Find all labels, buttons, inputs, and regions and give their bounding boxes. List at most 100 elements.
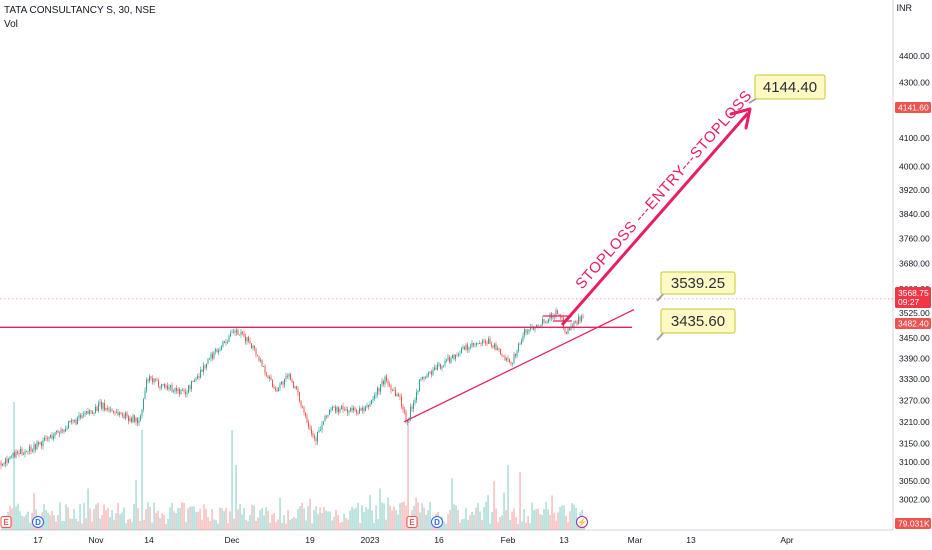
volume-bar xyxy=(465,507,467,530)
volume-bar xyxy=(185,522,187,530)
candle-body xyxy=(285,375,287,379)
volume-bar xyxy=(199,508,201,530)
volume-bar xyxy=(389,505,391,530)
candle-body xyxy=(272,379,273,388)
candle-body xyxy=(377,387,378,395)
volume-bar xyxy=(51,511,53,530)
volume-bar xyxy=(121,512,123,530)
candle-body xyxy=(458,354,459,356)
candle-body xyxy=(225,342,227,343)
volume-bar xyxy=(391,510,393,530)
candle-body xyxy=(141,409,143,416)
volume-bar xyxy=(263,515,265,530)
candle-body xyxy=(435,367,437,370)
candle-body xyxy=(323,421,324,425)
candle-body xyxy=(114,412,116,414)
candle-body xyxy=(534,327,536,330)
candle-body xyxy=(162,384,164,385)
volume-bar xyxy=(493,481,495,530)
candle-body xyxy=(383,380,384,385)
volume-bar xyxy=(133,503,135,530)
volume-bar xyxy=(443,521,445,530)
volume-bar xyxy=(329,511,331,530)
candle-body xyxy=(462,347,464,349)
volume-bar xyxy=(119,514,121,530)
candle-body xyxy=(441,365,443,369)
candle-body xyxy=(524,329,525,336)
candle-body xyxy=(387,380,389,385)
candle-body xyxy=(111,409,113,411)
volume-bar xyxy=(449,510,451,530)
volume-bar xyxy=(347,519,349,530)
candle-body xyxy=(104,402,105,411)
volume-bar xyxy=(17,503,19,530)
candle-body xyxy=(96,406,98,411)
volume-bar xyxy=(285,523,287,530)
candle-body xyxy=(440,363,441,369)
candle-body xyxy=(24,451,26,455)
volume-bar xyxy=(507,465,509,530)
candle-body xyxy=(20,448,21,455)
volume-bar xyxy=(497,522,499,530)
candle-body xyxy=(317,432,318,442)
candle-body xyxy=(18,453,20,455)
volume-bar xyxy=(97,503,99,530)
volume-bar xyxy=(561,505,563,530)
volume-bar xyxy=(447,514,449,530)
volume-bar xyxy=(563,505,565,530)
candle-body xyxy=(93,412,95,414)
volume-bar xyxy=(33,493,35,530)
candle-body xyxy=(359,408,360,414)
candle-body xyxy=(425,377,426,379)
volume-bar xyxy=(151,522,153,530)
candle-body xyxy=(131,418,132,422)
candle-body xyxy=(365,406,366,411)
volume-bar xyxy=(149,506,151,530)
candle-body xyxy=(159,386,161,388)
volume-bar xyxy=(277,519,279,530)
volume-bar xyxy=(517,523,519,530)
dividend-marker-label: D xyxy=(35,518,41,527)
candle-body xyxy=(497,348,498,351)
volume-bar xyxy=(225,507,227,530)
volume-legend-label[interactable]: Vol xyxy=(4,19,18,30)
candle-body xyxy=(203,365,204,372)
volume-bar xyxy=(215,520,217,530)
candle-body xyxy=(98,403,99,411)
candle-body xyxy=(362,408,363,411)
volume-bar xyxy=(307,506,309,530)
volume-bar xyxy=(387,497,389,530)
volume-bar xyxy=(503,492,505,530)
candle-body xyxy=(354,407,356,410)
candle-body xyxy=(347,409,348,413)
candle-body xyxy=(519,343,521,345)
candle-body xyxy=(438,363,440,365)
volume-bar xyxy=(555,520,557,530)
volume-bar xyxy=(511,511,513,530)
candle-body xyxy=(516,350,518,357)
volume-bar xyxy=(259,510,261,530)
candle-body xyxy=(530,327,531,330)
symbol-title[interactable]: TATA CONSULTANCY S, 30, NSE xyxy=(4,5,156,16)
volume-bar xyxy=(221,508,223,530)
strategy-annotation: STOPLOSS ---ENTRY---STOPLOSS xyxy=(572,87,755,292)
volume-bar xyxy=(79,503,81,530)
volume-bar xyxy=(71,518,73,530)
candle-body xyxy=(120,412,122,415)
volume-bar xyxy=(537,508,539,530)
candle-body xyxy=(14,452,15,458)
candle-body xyxy=(44,437,45,441)
volume-bar xyxy=(275,522,277,530)
candle-body xyxy=(99,402,101,404)
candle-body xyxy=(471,342,473,347)
candle-body xyxy=(339,408,341,413)
volume-bar xyxy=(421,503,423,530)
volume-bar xyxy=(477,502,479,530)
volume-bar xyxy=(261,507,263,530)
candle-body xyxy=(71,420,72,422)
volume-bar xyxy=(291,518,293,530)
chart-legend: TATA CONSULTANCY S, 30, NSE Vol xyxy=(4,4,156,32)
dividend-marker xyxy=(431,516,443,528)
